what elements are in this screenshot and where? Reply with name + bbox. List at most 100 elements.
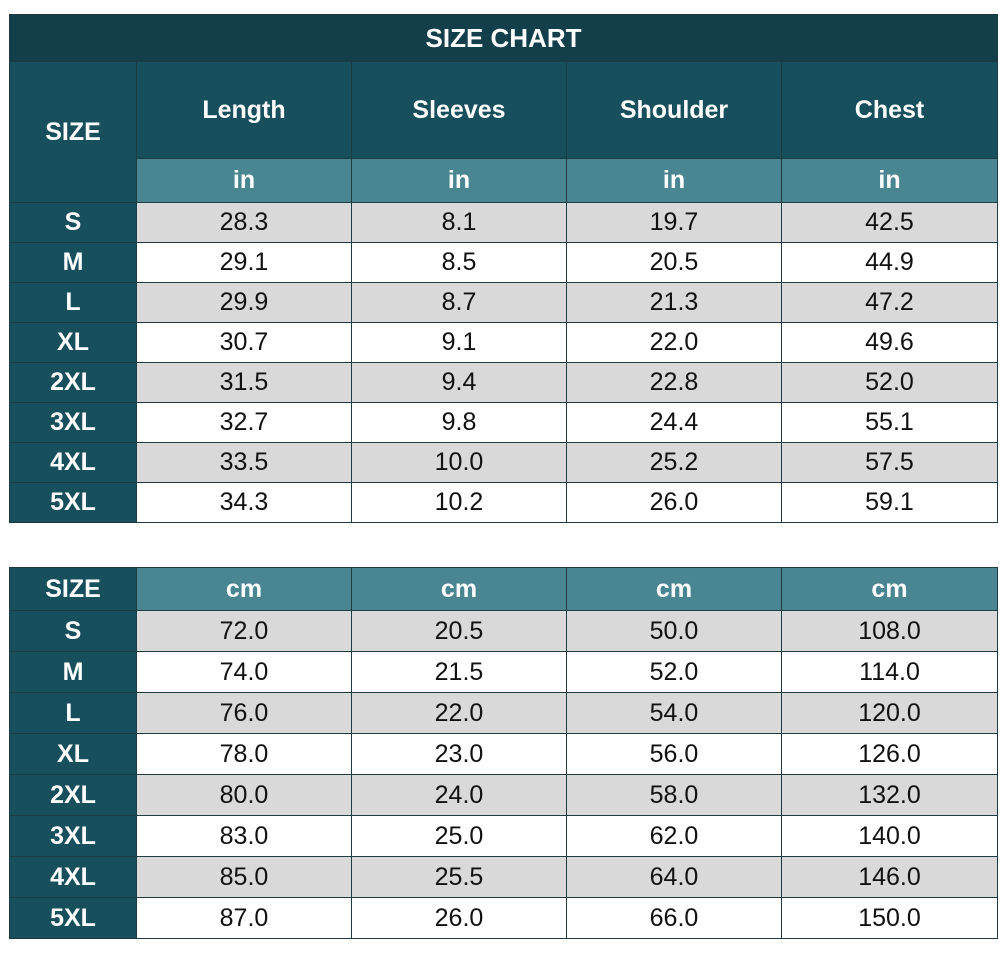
measurement-cell: 28.3 — [136, 202, 352, 243]
measurement-cell: 20.5 — [566, 242, 782, 283]
column-header-shoulder: Shoulder — [566, 61, 782, 159]
measurement-cell: 78.0 — [136, 733, 352, 775]
size-label: 2XL — [9, 362, 137, 403]
unit-label: in — [136, 158, 352, 203]
table-row: S 72.0 20.5 50.0 108.0 — [9, 610, 998, 652]
measurement-cell: 9.1 — [351, 322, 567, 363]
measurement-cell: 26.0 — [566, 482, 782, 523]
table-row: 2XL 80.0 24.0 58.0 132.0 — [9, 774, 998, 816]
size-label: 2XL — [9, 774, 137, 816]
table-row: 3XL 83.0 25.0 62.0 140.0 — [9, 815, 998, 857]
measurement-cell: 120.0 — [781, 692, 998, 734]
size-label: S — [9, 202, 137, 243]
size-label: M — [9, 651, 137, 693]
table-row: L 76.0 22.0 54.0 120.0 — [9, 692, 998, 734]
measurement-cell: 24.0 — [351, 774, 567, 816]
measurement-cell: 146.0 — [781, 856, 998, 898]
size-label: S — [9, 610, 137, 652]
measurement-cell: 22.8 — [566, 362, 782, 403]
measurement-cell: 55.1 — [781, 402, 998, 443]
measurement-cell: 72.0 — [136, 610, 352, 652]
table-row: M 74.0 21.5 52.0 114.0 — [9, 651, 998, 693]
measurement-cell: 25.5 — [351, 856, 567, 898]
size-label: 3XL — [9, 815, 137, 857]
measurement-cell: 57.5 — [781, 442, 998, 483]
measurement-cell: 74.0 — [136, 651, 352, 693]
measurement-cell: 87.0 — [136, 897, 352, 939]
measurement-cell: 30.7 — [136, 322, 352, 363]
table-row: XL 30.7 9.1 22.0 49.6 — [9, 322, 998, 363]
measurement-cell: 49.6 — [781, 322, 998, 363]
table-row: 4XL 85.0 25.5 64.0 146.0 — [9, 856, 998, 898]
table-row: XL 78.0 23.0 56.0 126.0 — [9, 733, 998, 775]
size-header: SIZE — [9, 61, 137, 203]
size-chart-inches-table: SIZE CHART SIZE Length Sleeves Shoulder … — [9, 14, 998, 523]
column-header-chest: Chest — [781, 61, 998, 159]
measurement-cell: 42.5 — [781, 202, 998, 243]
measurement-cell: 34.3 — [136, 482, 352, 523]
measurement-cell: 24.4 — [566, 402, 782, 443]
table-row: 2XL 31.5 9.4 22.8 52.0 — [9, 362, 998, 403]
unit-label: cm — [351, 567, 567, 611]
measurement-cell: 132.0 — [781, 774, 998, 816]
measurement-cell: 21.3 — [566, 282, 782, 323]
table-row: 4XL 33.5 10.0 25.2 57.5 — [9, 442, 998, 483]
measurement-cell: 66.0 — [566, 897, 782, 939]
measurement-cell: 23.0 — [351, 733, 567, 775]
size-chart-cm-table: SIZE cm cm cm cm S 72.0 20.5 50.0 108.0 M 74.0… — [9, 567, 998, 939]
size-label: 4XL — [9, 856, 137, 898]
measurement-cell: 54.0 — [566, 692, 782, 734]
measurement-cell: 10.2 — [351, 482, 567, 523]
measurement-cell: 76.0 — [136, 692, 352, 734]
measurement-cell: 140.0 — [781, 815, 998, 857]
table-row: 5XL 34.3 10.2 26.0 59.1 — [9, 482, 998, 523]
table-row: L 29.9 8.7 21.3 47.2 — [9, 282, 998, 323]
measurement-cell: 126.0 — [781, 733, 998, 775]
measurement-cell: 50.0 — [566, 610, 782, 652]
measurement-cell: 59.1 — [781, 482, 998, 523]
size-label: XL — [9, 322, 137, 363]
size-label: 5XL — [9, 897, 137, 939]
unit-label: in — [351, 158, 567, 203]
measurement-cell: 52.0 — [566, 651, 782, 693]
unit-label: cm — [136, 567, 352, 611]
measurement-cell: 29.9 — [136, 282, 352, 323]
size-label: L — [9, 282, 137, 323]
measurement-cell: 29.1 — [136, 242, 352, 283]
table-row: S 28.3 8.1 19.7 42.5 — [9, 202, 998, 243]
measurement-cell: 33.5 — [136, 442, 352, 483]
measurement-cell: 8.1 — [351, 202, 567, 243]
measurement-cell: 64.0 — [566, 856, 782, 898]
measurement-cell: 25.2 — [566, 442, 782, 483]
size-label: L — [9, 692, 137, 734]
measurement-cell: 44.9 — [781, 242, 998, 283]
measurement-cell: 47.2 — [781, 282, 998, 323]
measurement-cell: 9.4 — [351, 362, 567, 403]
size-label: XL — [9, 733, 137, 775]
measurement-cell: 62.0 — [566, 815, 782, 857]
measurement-cell: 25.0 — [351, 815, 567, 857]
chart-title: SIZE CHART — [9, 14, 998, 62]
column-header-sleeves: Sleeves — [351, 61, 567, 159]
measurement-cell: 32.7 — [136, 402, 352, 443]
size-header: SIZE — [9, 567, 137, 611]
table-row: 5XL 87.0 26.0 66.0 150.0 — [9, 897, 998, 939]
table-row: 3XL 32.7 9.8 24.4 55.1 — [9, 402, 998, 443]
size-label: M — [9, 242, 137, 283]
measurement-cell: 56.0 — [566, 733, 782, 775]
measurement-cell: 8.5 — [351, 242, 567, 283]
measurement-cell: 26.0 — [351, 897, 567, 939]
measurement-cell: 8.7 — [351, 282, 567, 323]
unit-label: in — [781, 158, 998, 203]
size-label: 4XL — [9, 442, 137, 483]
measurement-cell: 83.0 — [136, 815, 352, 857]
measurement-cell: 52.0 — [781, 362, 998, 403]
measurement-cell: 85.0 — [136, 856, 352, 898]
measurement-cell: 22.0 — [351, 692, 567, 734]
size-label: 3XL — [9, 402, 137, 443]
measurement-cell: 31.5 — [136, 362, 352, 403]
measurement-cell: 80.0 — [136, 774, 352, 816]
measurement-cell: 114.0 — [781, 651, 998, 693]
measurement-cell: 9.8 — [351, 402, 567, 443]
unit-label: cm — [781, 567, 998, 611]
